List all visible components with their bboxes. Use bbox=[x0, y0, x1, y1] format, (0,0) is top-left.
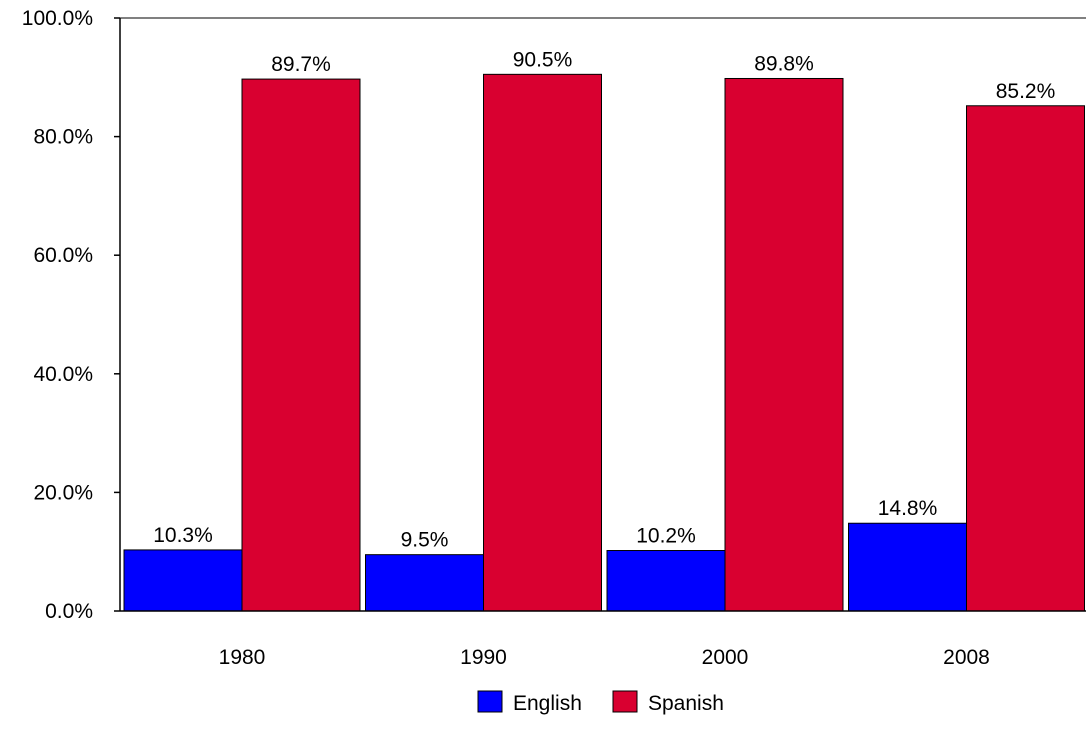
y-tick-label: 20.0% bbox=[33, 481, 93, 504]
x-tick-label: 1980 bbox=[219, 646, 266, 669]
data-label-english-2008: 14.8% bbox=[878, 497, 938, 520]
bar-spanish-2000 bbox=[724, 77, 844, 612]
y-tick-label: 60.0% bbox=[33, 244, 93, 267]
bar-english-2008 bbox=[848, 522, 967, 612]
data-label-english-1990: 9.5% bbox=[401, 529, 449, 552]
y-tick-label: 0.0% bbox=[45, 600, 93, 623]
y-axis-ticks: 0.0% 20.0% 40.0% 60.0% 80.0% 100.0% bbox=[22, 7, 120, 623]
legend-label-spanish: Spanish bbox=[648, 692, 724, 715]
x-tick-label: 2000 bbox=[702, 646, 749, 669]
bar-english-1980 bbox=[123, 549, 243, 612]
y-tick-label: 40.0% bbox=[33, 363, 93, 386]
x-tick-label: 1990 bbox=[460, 646, 507, 669]
data-label-spanish-2008: 85.2% bbox=[996, 80, 1056, 103]
legend-swatch-spanish bbox=[612, 690, 638, 713]
y-tick-label: 100.0% bbox=[22, 7, 93, 30]
bar-spanish-2008 bbox=[966, 105, 1085, 612]
x-axis-ticks: 1980 1990 2000 2008 bbox=[219, 646, 990, 669]
data-label-spanish-1980: 89.7% bbox=[271, 53, 331, 76]
data-labels: 10.3% 89.7% 9.5% 90.5% 10.2% 89.8% 14.8% 85.2% bbox=[153, 48, 1055, 551]
bar-spanish-1980 bbox=[241, 78, 361, 612]
legend-label-english: English bbox=[513, 692, 582, 715]
data-label-spanish-2000: 89.8% bbox=[754, 52, 814, 75]
bar-spanish-1990 bbox=[483, 73, 602, 612]
bars bbox=[123, 73, 1085, 612]
x-tick-label: 2008 bbox=[943, 646, 990, 669]
data-label-english-1980: 10.3% bbox=[153, 524, 213, 547]
legend: English Spanish bbox=[477, 690, 724, 715]
legend-swatch-english bbox=[477, 690, 503, 713]
bar-english-2000 bbox=[606, 550, 726, 612]
bar-english-1990 bbox=[365, 554, 484, 612]
y-tick-label: 80.0% bbox=[33, 126, 93, 149]
data-label-spanish-1990: 90.5% bbox=[513, 48, 573, 71]
data-label-english-2000: 10.2% bbox=[636, 525, 696, 548]
